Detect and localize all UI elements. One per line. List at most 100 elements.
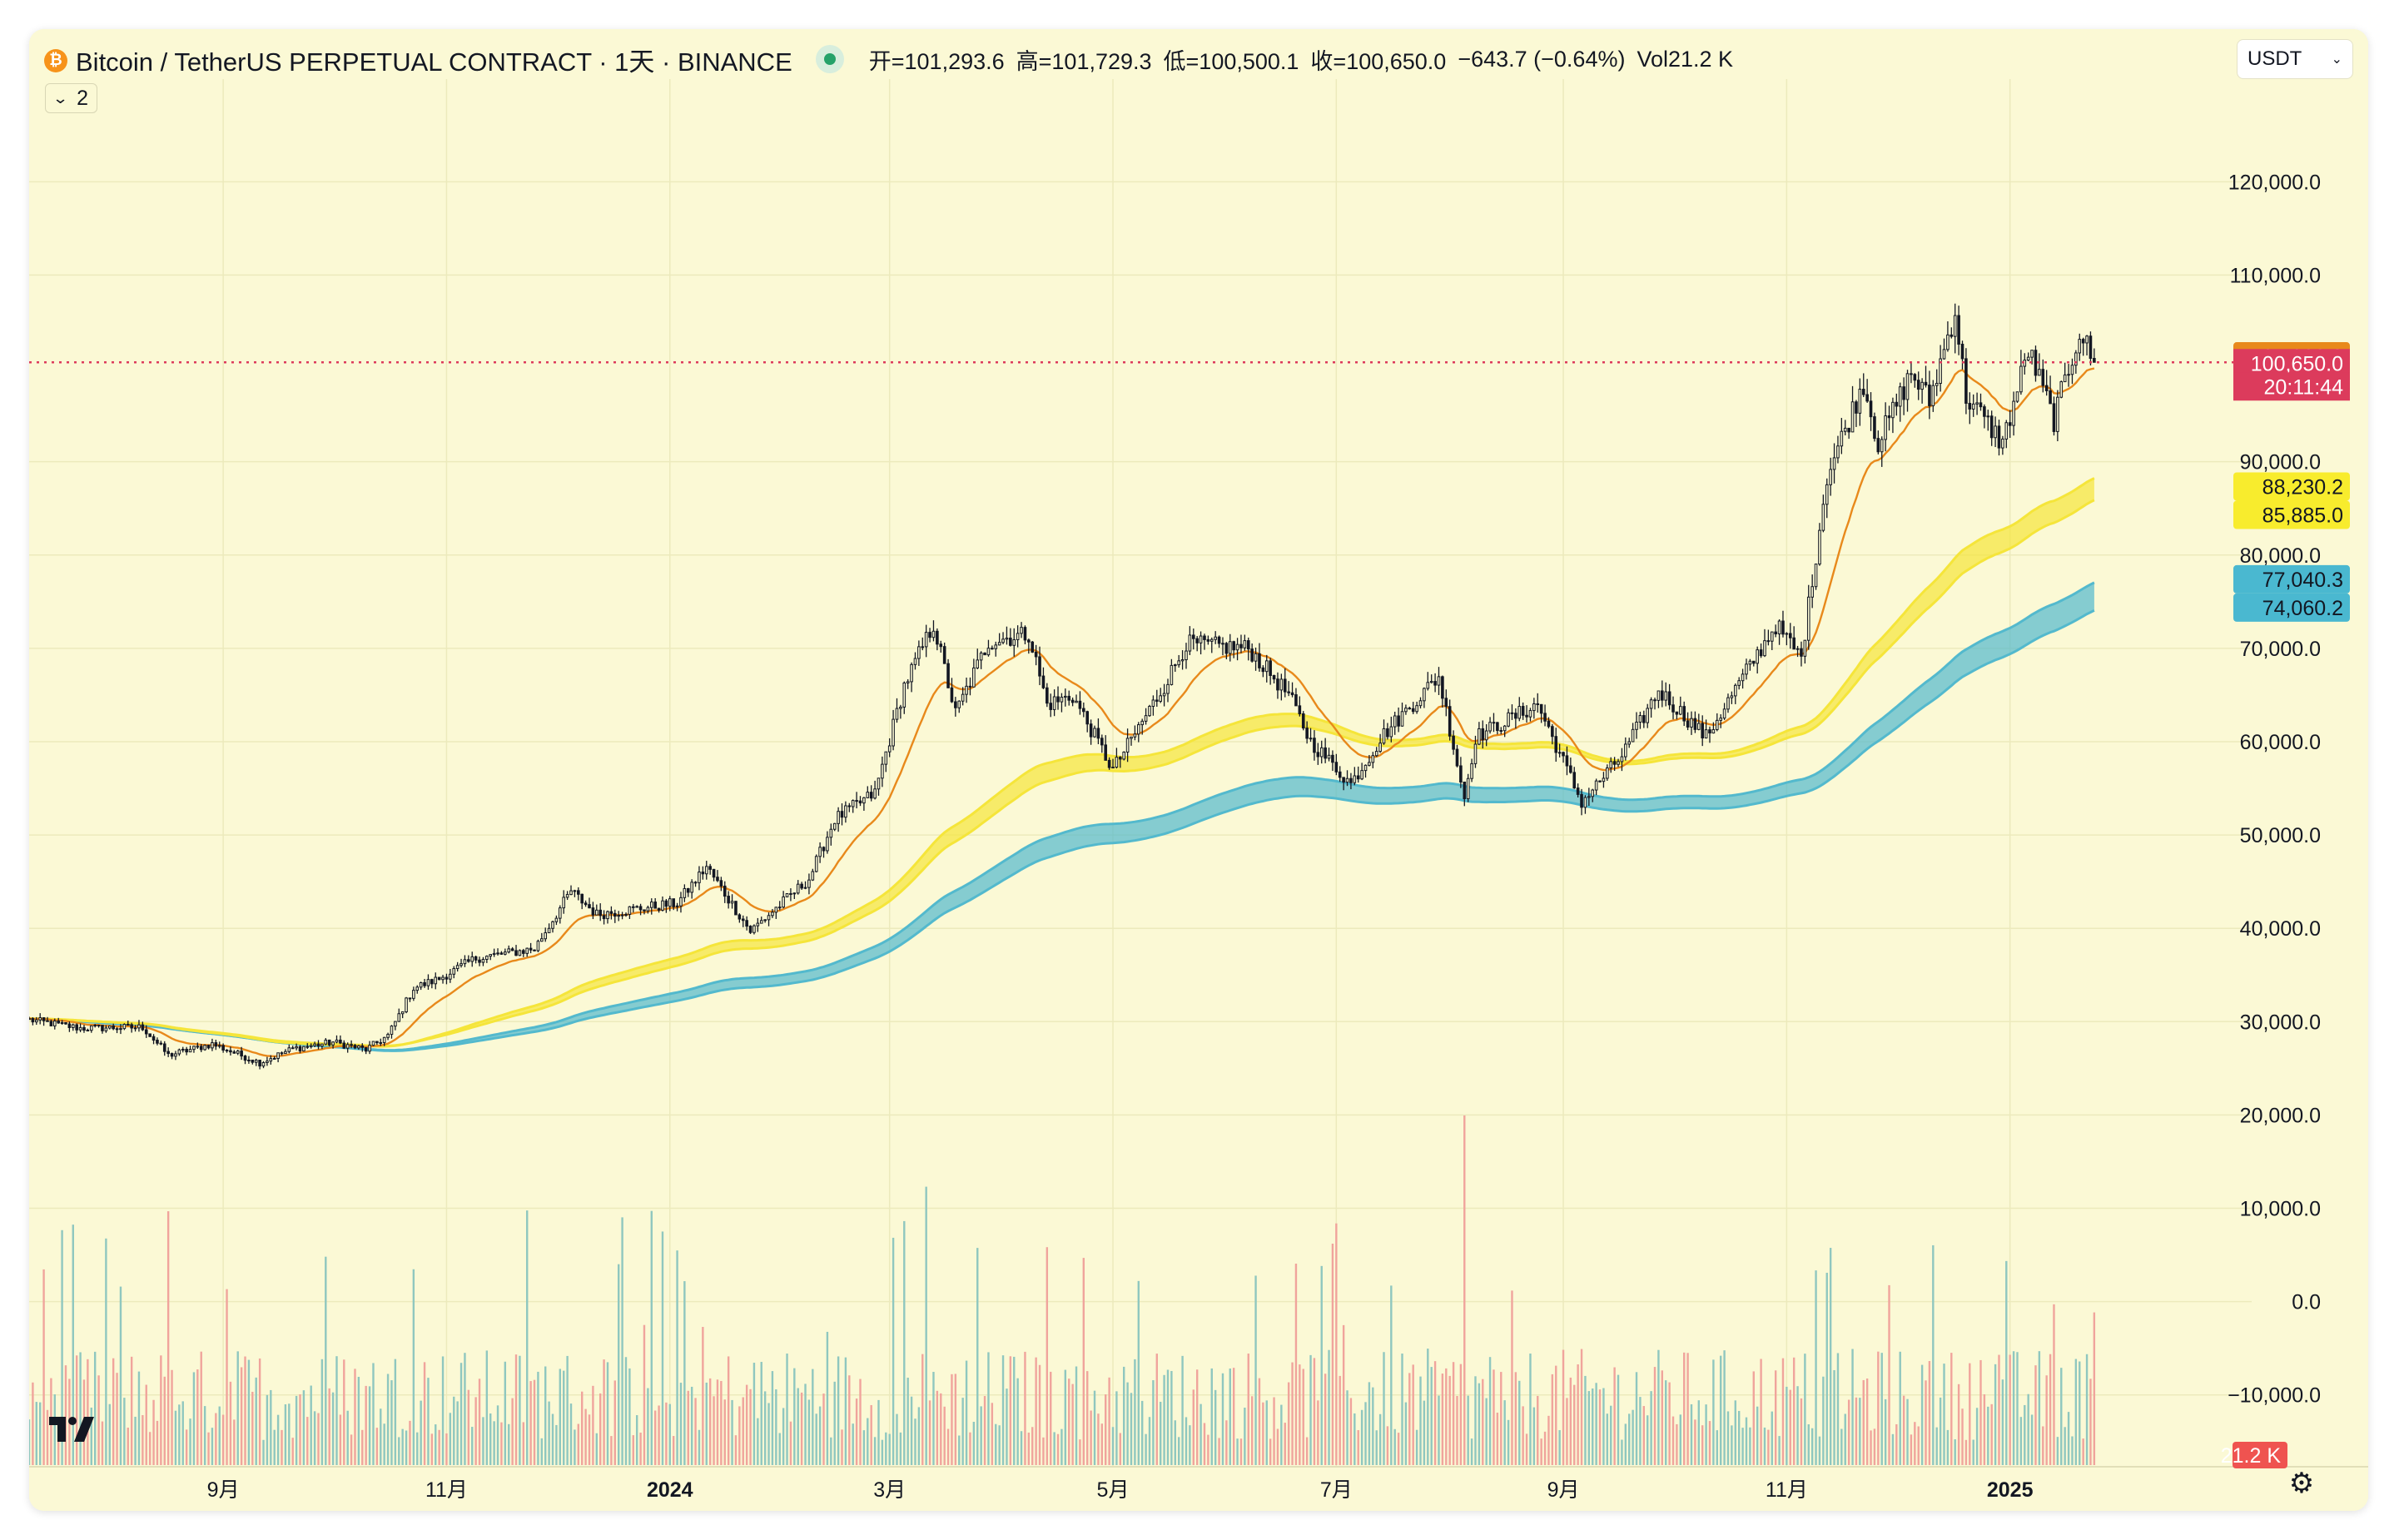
volume-bar [1448,1375,1451,1465]
candle-body [1209,638,1214,642]
volume-bar [90,1407,92,1465]
volume-bar [1126,1382,1129,1465]
volume-bar [1349,1398,1353,1465]
candle-body [924,632,928,648]
volume-bar [1595,1383,1597,1465]
candle-body [1748,660,1752,665]
volume-bar [606,1362,609,1465]
candle-body [1481,728,1485,741]
volume-bar [211,1428,214,1465]
candle-body [1836,445,1840,459]
volume-bar [621,1217,623,1465]
volume-bar [563,1370,565,1465]
volume-bar [1441,1374,1444,1465]
volume-bar [873,1437,877,1465]
candle-body [594,909,599,916]
candle-body [1012,638,1016,646]
volume-bar [1079,1439,1081,1465]
candle-body [1368,762,1371,766]
volume-bar [1250,1396,1254,1465]
candle-body [1345,777,1349,783]
volume-bar [896,1413,898,1465]
price-scale-label-text: 77,040.3 [2262,569,2343,592]
symbol-title[interactable]: Bitcoin / TetherUS PERPETUAL CONTRACT · … [76,47,792,77]
price-chart[interactable]: 120,000.0 110,000.0 90,000.0 80,000.0 70,000… [29,29,2368,1511]
candle-body [796,883,800,894]
candle-body [1763,640,1766,657]
chevron-down-icon: ⌄ [52,89,69,107]
candle-body [522,950,525,954]
volume-bar [1372,1387,1374,1465]
candle-body [1751,660,1756,664]
candle-body [467,959,470,962]
candle-body [2074,352,2078,366]
tradingview-logo-icon[interactable] [47,1414,97,1444]
volume-bar [540,1438,544,1465]
candle-body [719,880,723,887]
candle-body [357,1045,360,1049]
volume-bar [1408,1373,1411,1465]
volume-bar [1163,1374,1165,1465]
volume-bar [1313,1358,1316,1465]
candle-body [1360,770,1363,780]
volume-bar [708,1378,712,1465]
candle-body [188,1049,192,1053]
volume-bar [401,1428,404,1465]
candle-body [1517,706,1522,719]
volume-bar [160,1355,162,1465]
volume-bar [152,1399,155,1465]
volume-bar [738,1406,741,1465]
volume-bar [2016,1352,2019,1465]
candle-body [287,1047,291,1052]
candle-body [1452,735,1455,750]
volume-bar [1676,1423,1678,1465]
volume-bar [830,1437,832,1465]
volume-bar [1053,1432,1055,1465]
candle-body [814,856,818,872]
volume-bar [1100,1423,1104,1465]
volume-bar [998,1425,1001,1465]
price-scale-label [2233,564,2350,594]
volume-bar [1166,1369,1170,1465]
candle-body [931,630,936,638]
currency-selector[interactable]: USDT ⌄ [2237,39,2353,79]
candle-body [942,646,946,664]
price-scale-label [2233,500,2350,529]
candle-body [1525,714,1528,718]
indicator-legend-toggle[interactable]: ⌄ 2 [45,83,97,113]
candle-body [1532,703,1536,712]
volume-bar [1610,1405,1612,1465]
candle-body [965,685,968,695]
candle-body [584,902,588,906]
candle-body [536,941,540,951]
volume-bar [2074,1359,2078,1465]
candle-body [1572,772,1577,789]
candle-body [126,1023,130,1026]
volume-bar [2056,1437,2059,1465]
volume-bar [508,1423,510,1465]
market-status-icon[interactable] [815,45,844,73]
candle-body [887,745,892,753]
volume-bar [1621,1439,1623,1465]
candle-body [1199,635,1203,643]
candle-body [174,1053,177,1057]
candle-body [1953,315,1957,337]
candle-body [485,956,489,961]
candle-body [1191,634,1195,639]
volume-bar [354,1369,356,1465]
candle-body [873,788,877,799]
volume-bar [569,1403,573,1465]
volume-bar [976,1248,979,1465]
candle-body [327,1039,331,1046]
candle-body [1038,656,1041,677]
gear-icon[interactable]: ⚙ [2288,1468,2315,1499]
volume-bar [544,1366,547,1465]
volume-bar [1020,1431,1023,1465]
volume-bar [1731,1425,1733,1465]
candle-body [148,1033,151,1037]
candle-body [832,822,837,830]
candle-body [1551,726,1554,738]
volume-bar [1378,1413,1382,1465]
candle-body [49,1021,53,1026]
volume-bar [435,1424,437,1465]
